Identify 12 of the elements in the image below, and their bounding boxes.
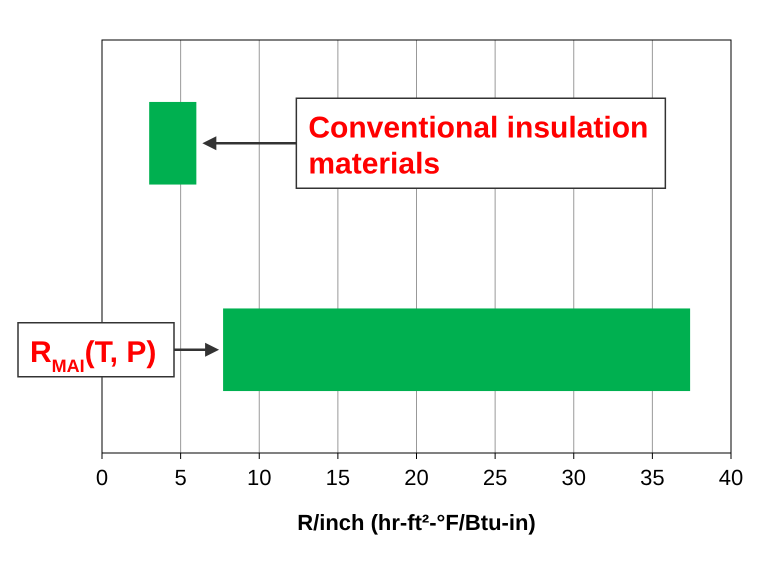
- x-tick-label: 15: [326, 465, 350, 490]
- annotation: R$_{MAI}$(T, P): [30, 336, 156, 376]
- x-tick-label: 5: [174, 465, 187, 490]
- x-tick-label: 10: [247, 465, 272, 490]
- x-axis-title: R/inch (hr-ft²-°F/Btu-in): [297, 510, 536, 535]
- x-tick-label: 40: [718, 465, 744, 490]
- x-tick-label: 30: [562, 465, 586, 490]
- annotation: Conventional insulation materials: [308, 111, 648, 180]
- x-tick-label: 20: [404, 465, 429, 490]
- x-tick-label: 35: [640, 465, 665, 490]
- x-tick-label: 0: [96, 465, 108, 490]
- x-tick-label: 25: [482, 465, 508, 490]
